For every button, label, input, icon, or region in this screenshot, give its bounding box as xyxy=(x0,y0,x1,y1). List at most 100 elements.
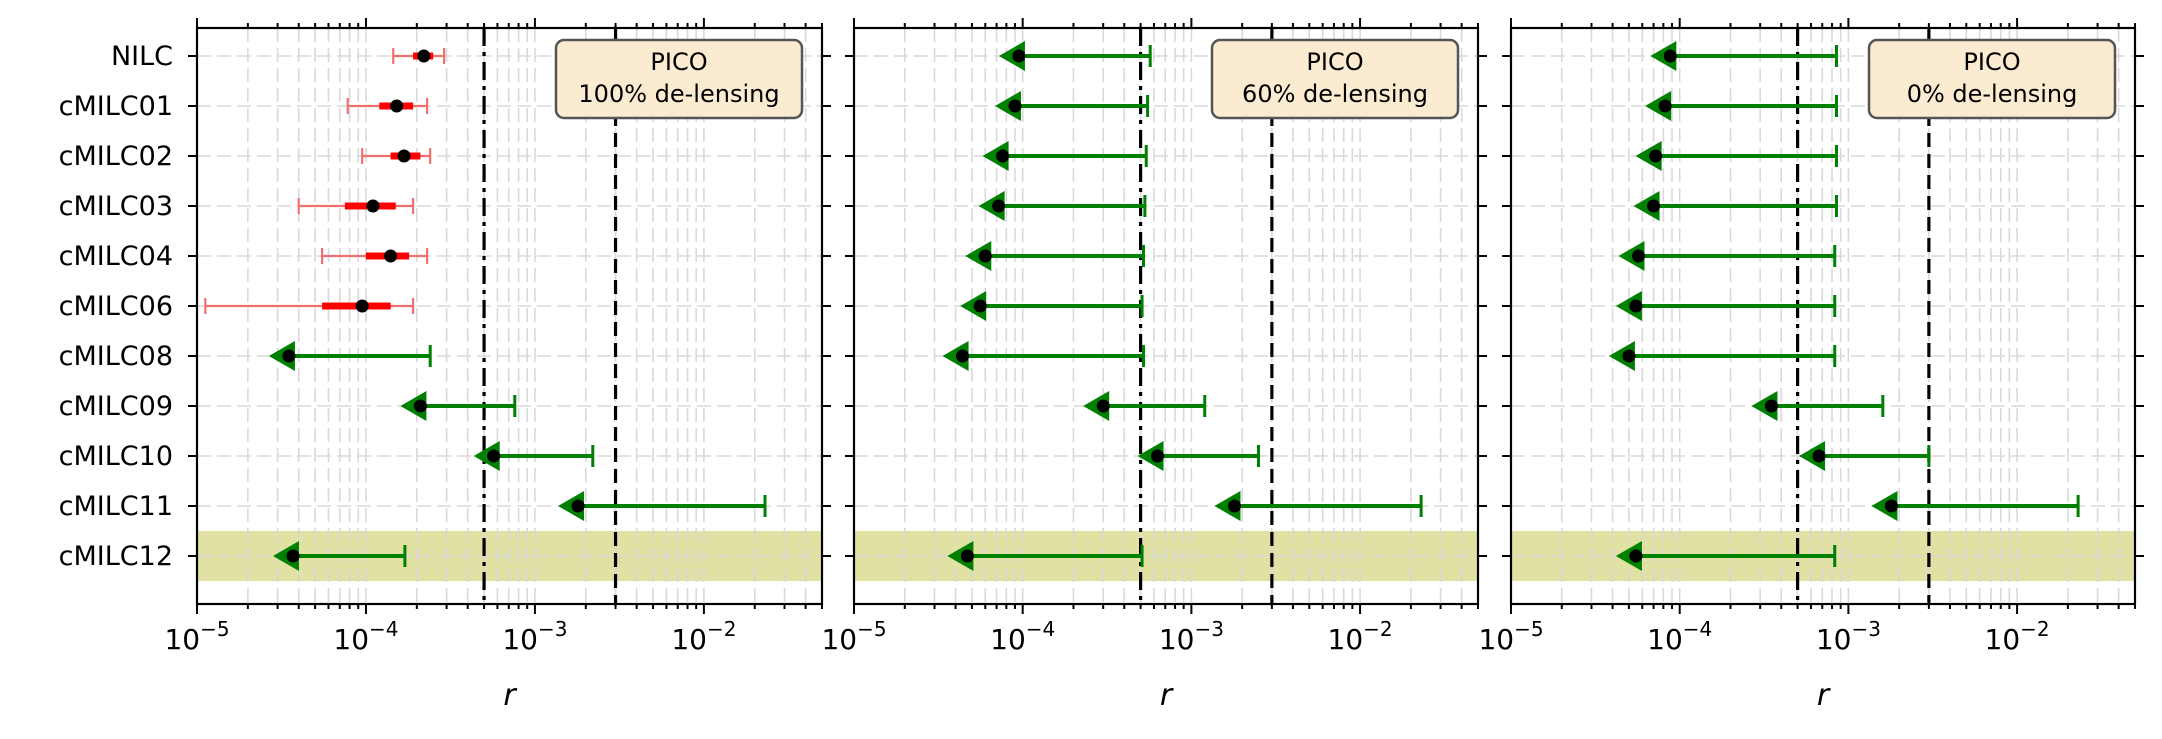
data-point xyxy=(282,349,296,363)
upper-limit-arrow xyxy=(273,541,300,571)
upper-limit-arrow xyxy=(1137,441,1164,471)
x-tick-label-exponent: −5 xyxy=(857,617,886,641)
data-point xyxy=(973,299,987,313)
x-tick-label-base: 10 xyxy=(671,623,707,656)
x-tick-label-base: 10 xyxy=(1328,623,1364,656)
mark-cmilc11 xyxy=(1871,491,2080,521)
x-tick-label: 10−2 xyxy=(671,617,736,656)
x-tick-label-base: 10 xyxy=(1985,623,2021,656)
upper-limit-arrow xyxy=(473,441,500,471)
data-point xyxy=(992,199,1006,213)
upper-limit-arrow xyxy=(268,341,295,371)
row-label-cmilc03: cMILC03 xyxy=(59,191,173,222)
x-tick-label-exponent: −2 xyxy=(707,617,736,641)
x-tick-label: 10−2 xyxy=(1328,617,1393,656)
x-axis-label: r xyxy=(503,678,517,713)
row-label-cmilc06: cMILC06 xyxy=(59,291,173,322)
upper-limit-arrow xyxy=(558,491,585,521)
row-label-cmilc12: cMILC12 xyxy=(59,541,173,572)
row-label-cmilc01: cMILC01 xyxy=(59,91,173,122)
upper-limit-arrow xyxy=(1799,441,1826,471)
row-label-nilc: NILC xyxy=(111,41,173,72)
mark-cmilc01 xyxy=(1645,91,1838,121)
annotation-line: PICO xyxy=(1306,48,1363,76)
mark-cmilc02 xyxy=(982,141,1148,171)
mark-cmilc12 xyxy=(947,541,1144,571)
x-axis-label: r xyxy=(1160,678,1174,713)
annotation-line: 60% de-lensing xyxy=(1242,80,1428,108)
x-tick-label-base: 10 xyxy=(164,623,200,656)
row-label-cmilc11: cMILC11 xyxy=(59,491,173,522)
data-point xyxy=(1647,199,1661,213)
upper-limit-arrow xyxy=(1635,141,1662,171)
upper-limit-arrow xyxy=(1214,491,1241,521)
upper-limit-arrow xyxy=(965,241,992,271)
data-point xyxy=(286,549,300,563)
upper-limit-arrow xyxy=(994,91,1021,121)
x-tick-label: 10−4 xyxy=(1647,617,1712,656)
mark-cmilc09 xyxy=(400,391,517,421)
mark-cmilc01 xyxy=(346,98,429,114)
mark-cmilc03 xyxy=(297,198,415,214)
row-label-cmilc10: cMILC10 xyxy=(59,441,173,472)
x-tick-label-base: 10 xyxy=(821,623,857,656)
data-point xyxy=(384,249,398,263)
x-tick-label: 10−2 xyxy=(1985,617,2050,656)
x-tick-label: 10−4 xyxy=(990,617,1055,656)
upper-limit-arrow xyxy=(1751,391,1778,421)
mark-cmilc06 xyxy=(1615,291,1837,321)
data-point xyxy=(366,199,380,213)
mark-cmilc06 xyxy=(960,291,1144,321)
mark-cmilc06 xyxy=(204,298,415,314)
mark-nilc xyxy=(392,48,446,64)
annotation-line: 100% de-lensing xyxy=(578,80,779,108)
upper-limit-arrow xyxy=(998,41,1025,71)
x-tick-label-exponent: −4 xyxy=(369,617,398,641)
x-tick-label-exponent: −4 xyxy=(1026,617,1055,641)
mark-cmilc01 xyxy=(994,91,1150,121)
upper-limit-arrow xyxy=(1871,491,1898,521)
x-tick-label-base: 10 xyxy=(1478,623,1514,656)
data-point xyxy=(1632,249,1646,263)
x-tick-label-base: 10 xyxy=(1816,623,1852,656)
upper-limit-arrow xyxy=(400,391,427,421)
x-tick-label-exponent: −5 xyxy=(1514,617,1543,641)
mark-cmilc10 xyxy=(1137,441,1261,471)
upper-limit-arrow xyxy=(1633,191,1660,221)
x-tick-label: 10−4 xyxy=(333,617,398,656)
upper-limit-arrow xyxy=(942,341,969,371)
annotation-box xyxy=(554,38,804,120)
data-point xyxy=(1629,299,1643,313)
mark-cmilc12 xyxy=(1615,541,1837,571)
data-point xyxy=(1096,399,1110,413)
data-point xyxy=(956,349,970,363)
mark-cmilc10 xyxy=(473,441,595,471)
annotation-box xyxy=(1210,38,1460,120)
annotation-line: PICO xyxy=(1963,48,2020,76)
mark-cmilc02 xyxy=(1635,141,1838,171)
row-label-cmilc08: cMILC08 xyxy=(59,341,173,372)
mark-cmilc10 xyxy=(1799,441,1931,471)
x-tick-label-base: 10 xyxy=(990,623,1026,656)
mark-cmilc11 xyxy=(1214,491,1423,521)
upper-limit-arrow xyxy=(1645,91,1672,121)
mark-cmilc04 xyxy=(965,241,1145,271)
mark-nilc xyxy=(998,41,1152,71)
mark-cmilc09 xyxy=(1083,391,1207,421)
data-point xyxy=(978,249,992,263)
data-point xyxy=(1227,499,1241,513)
x-tick-label-base: 10 xyxy=(1647,623,1683,656)
mark-cmilc08 xyxy=(268,341,432,371)
data-point xyxy=(996,149,1010,163)
row-label-cmilc04: cMILC04 xyxy=(59,241,173,272)
x-tick-label-base: 10 xyxy=(502,623,538,656)
data-point xyxy=(1012,49,1026,63)
upper-limit-arrow xyxy=(947,541,974,571)
data-point xyxy=(960,549,974,563)
mark-cmilc09 xyxy=(1751,391,1885,421)
mark-cmilc12 xyxy=(273,541,407,571)
upper-limit-arrow xyxy=(1083,391,1110,421)
